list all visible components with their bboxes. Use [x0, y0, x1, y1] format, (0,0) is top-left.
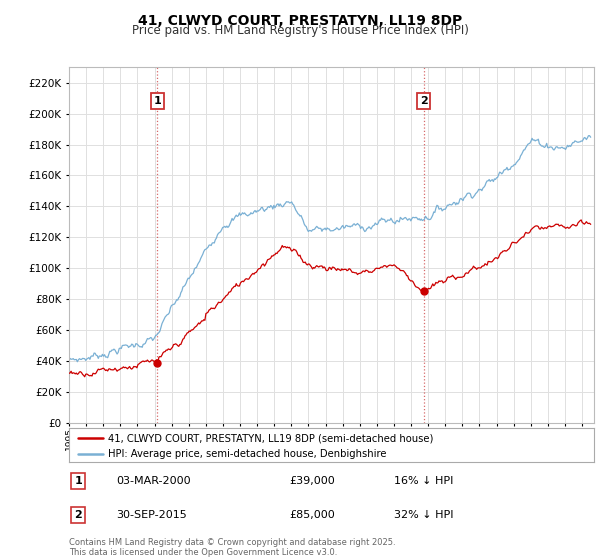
- Text: 41, CLWYD COURT, PRESTATYN, LL19 8DP (semi-detached house): 41, CLWYD COURT, PRESTATYN, LL19 8DP (se…: [109, 433, 434, 444]
- Text: HPI: Average price, semi-detached house, Denbighshire: HPI: Average price, semi-detached house,…: [109, 449, 387, 459]
- Text: £39,000: £39,000: [290, 476, 335, 486]
- Text: 30-SEP-2015: 30-SEP-2015: [116, 510, 187, 520]
- Text: 1: 1: [154, 96, 161, 106]
- Text: 32% ↓ HPI: 32% ↓ HPI: [395, 510, 454, 520]
- Text: 16% ↓ HPI: 16% ↓ HPI: [395, 476, 454, 486]
- Text: 1: 1: [74, 476, 82, 486]
- Text: Contains HM Land Registry data © Crown copyright and database right 2025.
This d: Contains HM Land Registry data © Crown c…: [69, 538, 395, 557]
- Text: 03-MAR-2000: 03-MAR-2000: [116, 476, 191, 486]
- Text: Price paid vs. HM Land Registry's House Price Index (HPI): Price paid vs. HM Land Registry's House …: [131, 24, 469, 37]
- Text: 41, CLWYD COURT, PRESTATYN, LL19 8DP: 41, CLWYD COURT, PRESTATYN, LL19 8DP: [138, 14, 462, 28]
- Text: 2: 2: [74, 510, 82, 520]
- Text: 2: 2: [420, 96, 428, 106]
- Text: £85,000: £85,000: [290, 510, 335, 520]
